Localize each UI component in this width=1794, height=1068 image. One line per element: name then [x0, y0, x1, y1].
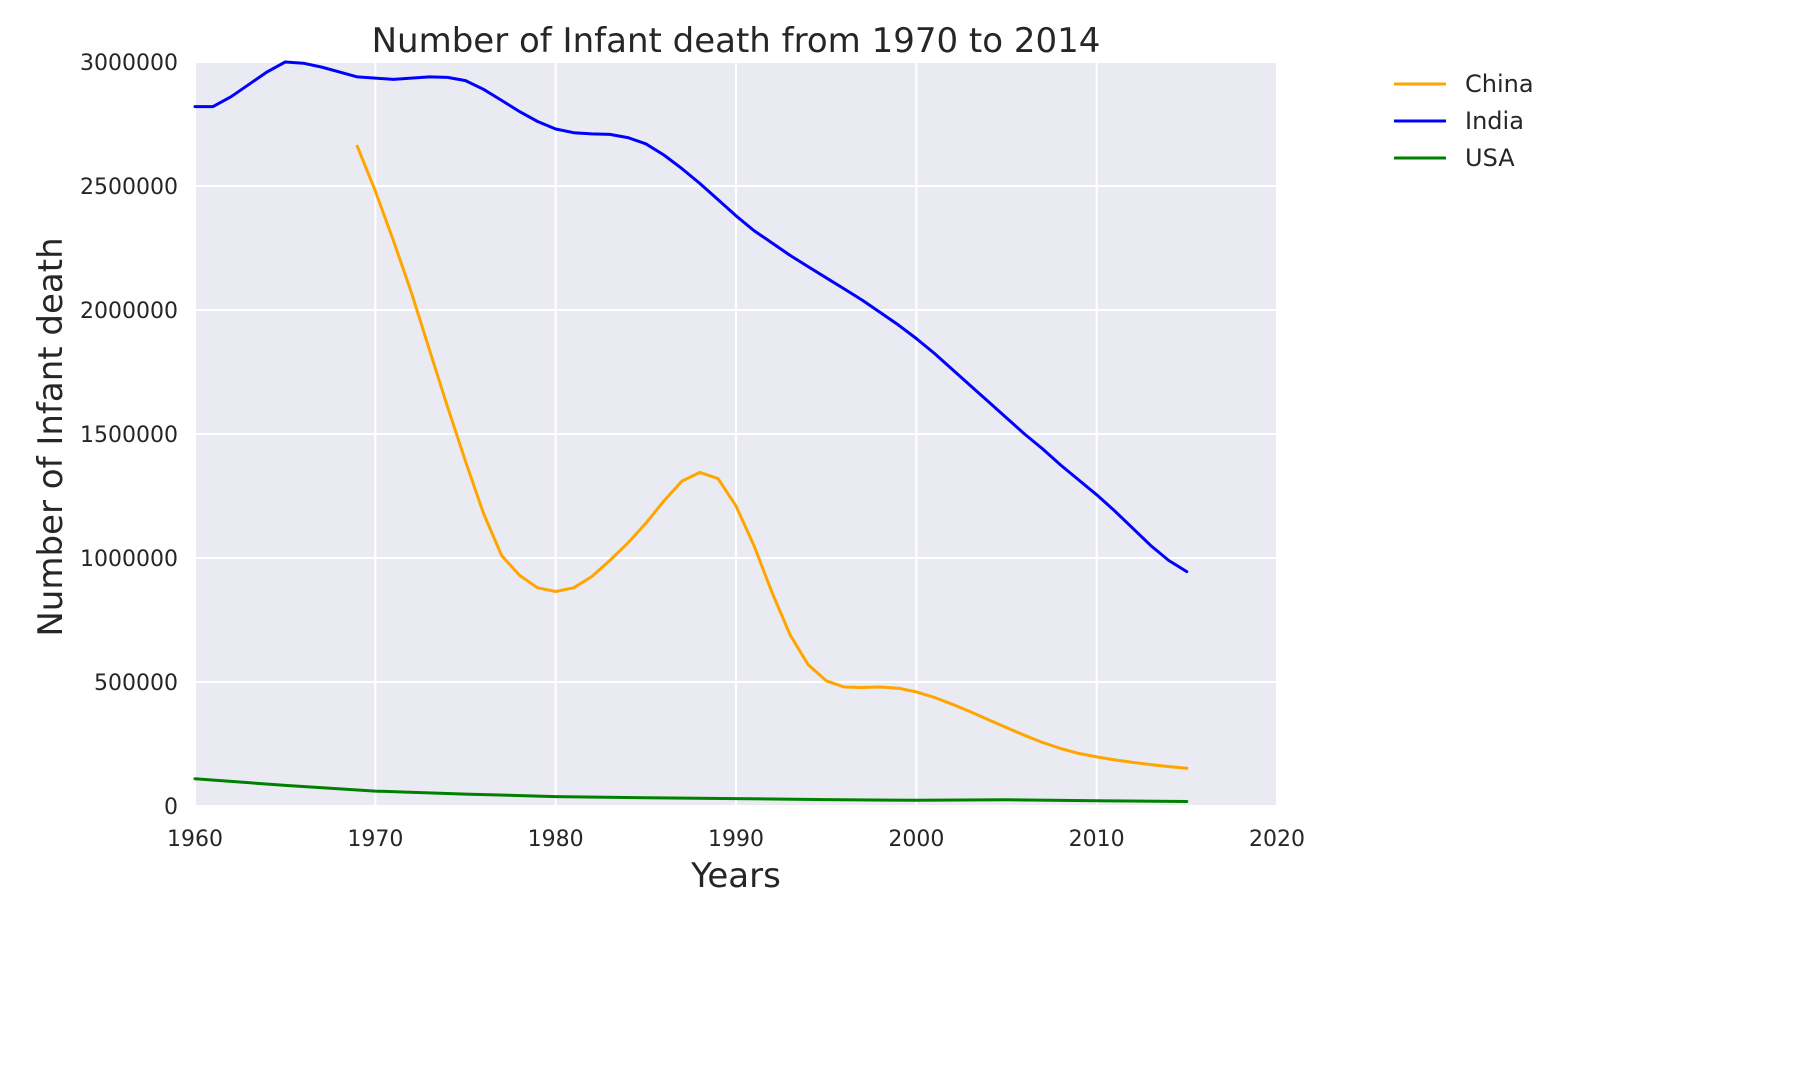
x-tick-label: 1980	[528, 827, 584, 852]
x-axis-label: Years	[690, 856, 781, 896]
legend-label-usa: USA	[1465, 144, 1515, 172]
legend-label-china: China	[1465, 70, 1534, 98]
x-tick-label: 2000	[888, 827, 944, 852]
x-tick-label: 1990	[708, 827, 764, 852]
y-tick-label: 1500000	[80, 423, 178, 448]
series-line-india	[193, 60, 1189, 574]
x-tick-label: 1970	[347, 827, 403, 852]
y-tick-label: 500000	[94, 671, 178, 696]
y-gridlines	[195, 61, 1277, 807]
y-tick-labels: 0 500000 1000000 1500000 2000000 2500000 30000…	[80, 51, 178, 820]
chart-title: Number of Infant death from 1970 to 2014	[372, 21, 1101, 61]
x-tick-label: 1960	[167, 827, 223, 852]
legend-label-india: India	[1465, 107, 1524, 135]
series-lines	[193, 60, 1189, 803]
y-tick-label: 2000000	[80, 299, 178, 324]
y-tick-label: 3000000	[80, 51, 178, 76]
legend: China India USA	[1394, 70, 1534, 172]
y-axis-label: Number of Infant death	[31, 237, 71, 636]
y-tick-label: 2500000	[80, 175, 178, 200]
x-tick-labels: 1960 1970 1980 1990 2000 2010 2020	[167, 827, 1305, 852]
series-line-china	[355, 144, 1189, 770]
x-tick-label: 2010	[1069, 827, 1125, 852]
x-tick-label: 2020	[1249, 827, 1305, 852]
y-tick-label: 0	[164, 795, 178, 820]
series-line-usa	[193, 777, 1189, 803]
y-tick-label: 1000000	[80, 547, 178, 572]
